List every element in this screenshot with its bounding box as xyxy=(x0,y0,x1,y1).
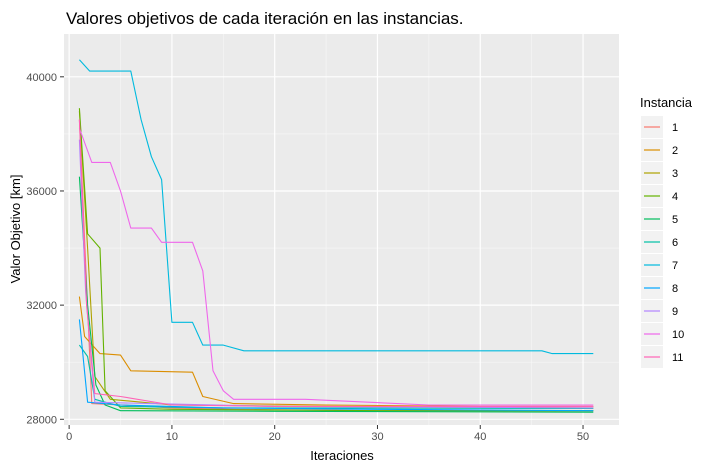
legend-label-3: 3 xyxy=(672,168,678,180)
x-tick-label: 10 xyxy=(166,431,178,443)
series-line-10 xyxy=(78,128,594,406)
x-tick-label: 50 xyxy=(577,431,589,443)
legend-item-11: 11 xyxy=(641,346,683,368)
x-axis-ticks: 0 10 20 30 40 50 xyxy=(66,425,589,443)
chart-title: Valores objetivos de cada iteración en l… xyxy=(66,9,464,28)
x-tick-label: 20 xyxy=(269,431,281,443)
legend-item-7: 7 xyxy=(641,254,678,276)
series-line-8 xyxy=(78,319,594,412)
plot-panel xyxy=(64,34,619,425)
legend-item-6: 6 xyxy=(641,231,678,253)
legend-label-5: 5 xyxy=(672,214,678,226)
legend-item-1: 1 xyxy=(641,116,678,138)
x-tick-label: 30 xyxy=(371,431,383,443)
legend-item-3: 3 xyxy=(641,162,678,184)
y-tick-label: 28000 xyxy=(26,414,57,426)
series-line-11 xyxy=(78,119,594,407)
legend-item-10: 10 xyxy=(641,323,684,345)
legend-item-8: 8 xyxy=(641,277,678,299)
legend-label-7: 7 xyxy=(672,260,678,272)
legend-label-2: 2 xyxy=(672,145,678,157)
y-tick-label: 36000 xyxy=(26,186,57,198)
series-line-7 xyxy=(78,59,594,355)
series-line-5 xyxy=(78,176,594,413)
legend: Instancia 1 2 3 4 5 6 7 8 9 10 11 xyxy=(640,95,693,368)
legend-item-4: 4 xyxy=(641,185,678,207)
y-tick-label: 40000 xyxy=(26,72,57,84)
x-tick-label: 40 xyxy=(474,431,486,443)
series-line-4 xyxy=(78,108,594,412)
y-tick-label: 32000 xyxy=(26,300,57,312)
legend-label-8: 8 xyxy=(672,283,678,295)
legend-label-4: 4 xyxy=(672,191,678,203)
legend-items: 1 2 3 4 5 6 7 8 9 10 11 xyxy=(641,116,684,368)
x-tick-label: 0 xyxy=(66,431,72,443)
y-axis-title: Valor Objetivo [km] xyxy=(8,175,23,284)
series-layer xyxy=(78,59,594,413)
grid-major xyxy=(64,34,619,425)
series-line-2 xyxy=(78,296,594,407)
legend-item-2: 2 xyxy=(641,139,678,161)
x-axis-title: Iteraciones xyxy=(310,448,374,463)
legend-item-5: 5 xyxy=(641,208,678,230)
legend-label-11: 11 xyxy=(672,352,683,364)
legend-label-9: 9 xyxy=(672,306,678,318)
grid-minor xyxy=(64,34,619,425)
legend-label-10: 10 xyxy=(672,329,684,341)
legend-item-9: 9 xyxy=(641,300,678,322)
legend-title: Instancia xyxy=(640,95,693,110)
legend-label-1: 1 xyxy=(672,122,678,134)
y-axis-ticks: 28000 32000 36000 40000 xyxy=(26,72,64,426)
legend-label-6: 6 xyxy=(672,237,678,249)
